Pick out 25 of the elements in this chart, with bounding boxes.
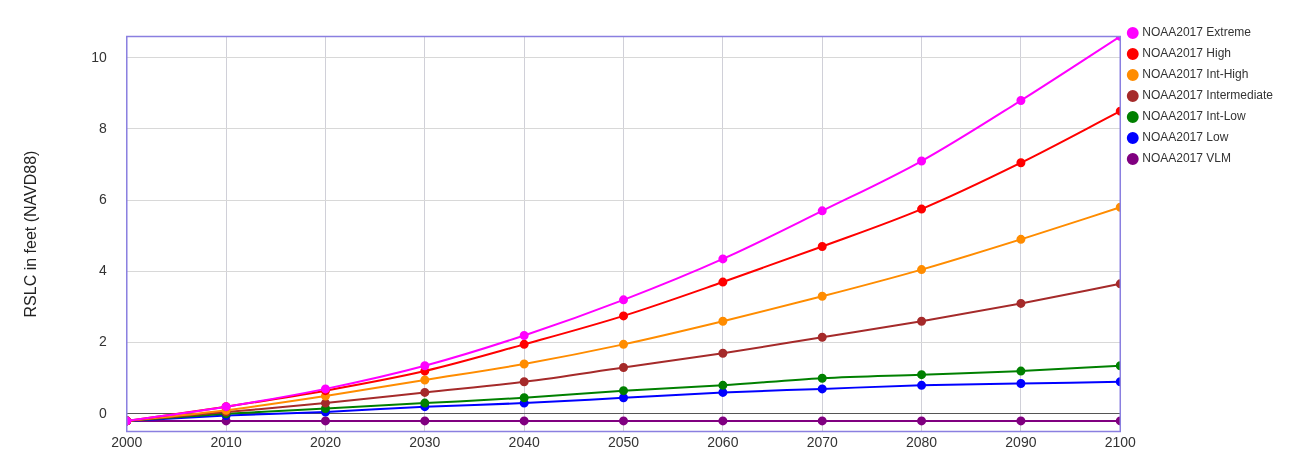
- x-tick-label: 2090: [1005, 433, 1037, 450]
- y-tick-label: 10: [91, 48, 107, 65]
- legend-label: NOAA2017 Intermediate: [1142, 88, 1274, 103]
- y-tick-label: 8: [98, 119, 107, 136]
- x-tick-label: 2080: [905, 433, 938, 450]
- y-axis-title: RSLC in feet (NAVD88): [22, 150, 40, 318]
- x-tick-label: 2070: [806, 433, 838, 450]
- y-tick-label: 4: [98, 262, 107, 279]
- legend-label: NOAA2017 Int-Low: [1142, 109, 1246, 124]
- legend-label: NOAA2017 High: [1142, 46, 1231, 61]
- x-tick-label: 2010: [210, 433, 242, 450]
- x-tick-label: 2060: [707, 433, 739, 450]
- legend-label: NOAA2017 Extreme: [1142, 25, 1252, 40]
- x-tick-label: 2040: [508, 433, 540, 450]
- y-tick-label: 0: [98, 404, 107, 421]
- legend-label: NOAA2017 VLM: [1142, 151, 1231, 166]
- x-tick-label: 2050: [607, 433, 640, 450]
- y-tick-label: 6: [98, 191, 107, 208]
- x-tick-label: 2000: [111, 433, 143, 450]
- legend-label: NOAA2017 Int-High: [1142, 67, 1249, 82]
- x-tick-label: 2030: [409, 433, 441, 450]
- x-tick-label: 2020: [309, 433, 342, 450]
- legend-label: NOAA2017 Low: [1142, 130, 1229, 145]
- y-tick-label: 2: [98, 333, 107, 350]
- x-tick-label: 2100: [1104, 433, 1137, 450]
